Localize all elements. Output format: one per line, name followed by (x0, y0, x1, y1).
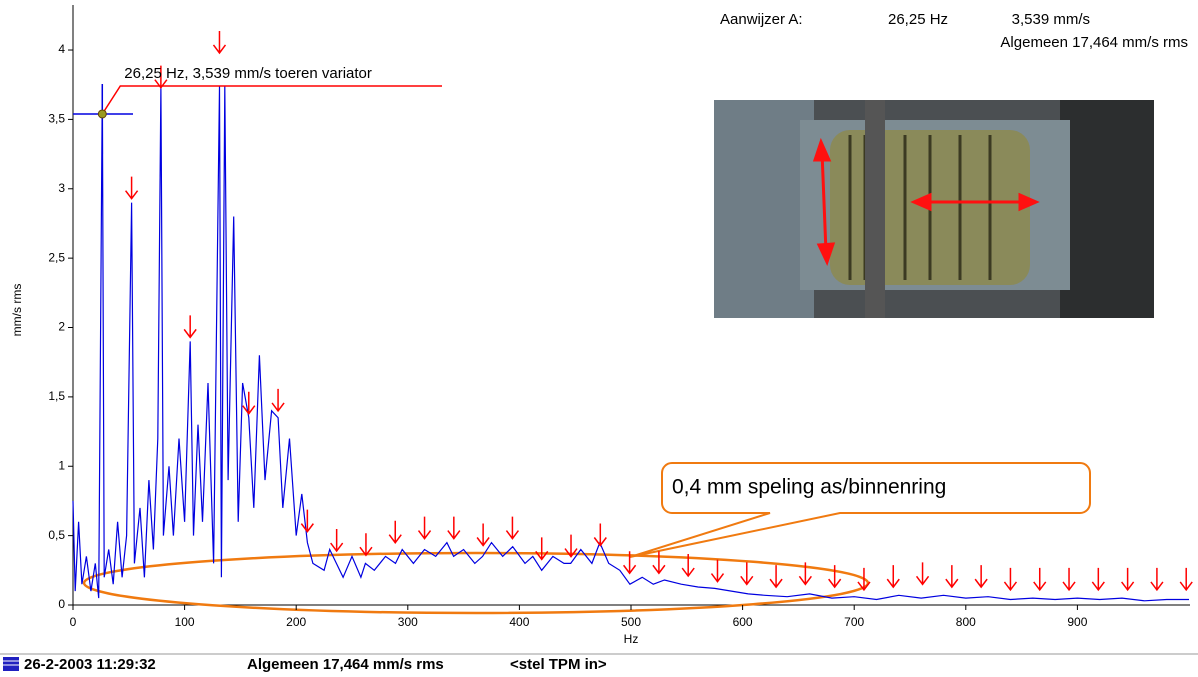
harmonic-marker (623, 551, 637, 575)
x-tick-label: 800 (956, 615, 976, 629)
cursor-label: 26,25 Hz, 3,539 mm/s toeren variator (124, 65, 372, 82)
x-tick-label: 400 (509, 615, 529, 629)
x-tick-label: 700 (844, 615, 864, 629)
callout-box (629, 462, 1091, 558)
harmonic-marker (857, 567, 871, 592)
harmonic-marker (945, 565, 959, 589)
harmonic-marker (915, 562, 930, 586)
harmonic-marker (828, 565, 842, 589)
highlight-ellipse (82, 551, 870, 615)
callout-text: 0,4 mm speling as/binnenring (672, 476, 946, 499)
harmonic-marker (388, 520, 402, 544)
x-tick-label: 300 (398, 615, 418, 629)
machine-photo (714, 100, 1154, 318)
harmonic-marker (593, 523, 607, 547)
harmonic-marker (798, 562, 812, 586)
harmonic-marker (974, 565, 988, 589)
harmonic-marker (505, 516, 520, 540)
x-tick-label: 0 (70, 615, 77, 629)
status-icon (3, 657, 19, 671)
y-tick-label: 3,5 (48, 112, 65, 126)
harmonic-marker (300, 509, 314, 533)
harmonic-marker (1003, 567, 1018, 592)
x-tick-label: 200 (286, 615, 306, 629)
harmonic-marker (476, 523, 490, 547)
y-tick-label: 1 (58, 458, 65, 472)
harmonic-marker (535, 537, 549, 561)
harmonic-marker (740, 562, 754, 586)
harmonic-marker (886, 565, 900, 589)
y-tick-label: 0,5 (48, 528, 65, 542)
x-tick-label: 500 (621, 615, 641, 629)
y-tick-label: 2 (58, 320, 65, 334)
harmonic-marker (769, 565, 783, 589)
y-tick-label: 4 (58, 42, 65, 56)
harmonic-marker (710, 559, 725, 583)
y-tick-label: 0 (58, 597, 65, 611)
harmonic-marker (359, 533, 373, 557)
harmonic-marker (652, 551, 666, 575)
harmonic-marker (1033, 567, 1047, 592)
pointer-label: Aanwijzer A: (720, 11, 803, 28)
harmonic-marker (1150, 567, 1164, 592)
harmonic-marker (330, 529, 344, 553)
harmonic-marker (183, 315, 197, 339)
harmonic-marker (271, 388, 285, 413)
harmonic-marker (1179, 567, 1193, 592)
x-tick-label: 600 (733, 615, 753, 629)
spectrum-line (72, 86, 1189, 602)
y-tick-label: 2,5 (48, 250, 65, 264)
status-overall: Algemeen 17,464 mm/s rms (247, 656, 444, 673)
harmonic-marker (681, 554, 695, 578)
cursor-point (97, 109, 107, 119)
harmonic-marker (1062, 567, 1076, 592)
harmonic-marker (124, 176, 139, 200)
y-tick-label: 1,5 (48, 389, 65, 403)
x-tick-label: 100 (175, 615, 195, 629)
pointer-freq: 26,25 Hz (888, 11, 948, 28)
harmonic-marker (447, 516, 461, 540)
harmonic-marker (1121, 567, 1135, 592)
harmonic-marker (154, 65, 168, 89)
overall-value: Algemeen 17,464 mm/s rms (1000, 34, 1188, 51)
harmonic-marker (417, 516, 432, 540)
harmonic-marker (564, 534, 578, 558)
x-tick-label: 900 (1067, 615, 1087, 629)
harmonic-marker (212, 30, 227, 55)
status-timestamp: 26-2-2003 11:29:32 (24, 656, 156, 673)
y-axis-label: mm/s rms (10, 284, 24, 337)
y-tick-label: 3 (58, 181, 65, 195)
pointer-amp: 3,539 mm/s (1012, 11, 1090, 28)
harmonic-marker (242, 391, 256, 415)
status-hint: <stel TPM in> (510, 656, 607, 673)
harmonic-marker (1091, 567, 1105, 592)
x-axis-label: Hz (624, 632, 639, 646)
cursor-leader (101, 85, 442, 115)
